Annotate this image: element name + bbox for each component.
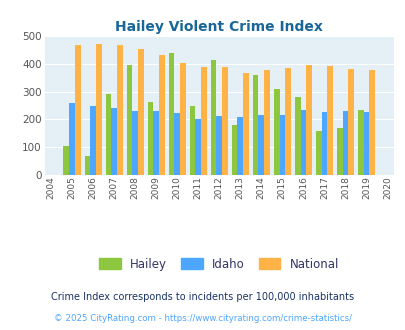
Bar xyxy=(231,125,237,175)
Bar xyxy=(222,67,227,175)
Bar xyxy=(258,115,264,175)
Bar xyxy=(75,45,80,175)
Bar xyxy=(326,66,332,175)
Legend: Hailey, Idaho, National: Hailey, Idaho, National xyxy=(94,253,343,275)
Bar xyxy=(189,106,195,175)
Bar xyxy=(357,110,363,175)
Bar xyxy=(147,102,153,175)
Bar xyxy=(210,60,216,175)
Bar xyxy=(179,63,185,175)
Bar xyxy=(279,115,284,175)
Bar xyxy=(195,119,200,175)
Bar xyxy=(273,89,279,175)
Bar xyxy=(342,111,347,175)
Bar xyxy=(252,75,258,175)
Bar xyxy=(153,111,159,175)
Bar xyxy=(126,65,132,175)
Bar xyxy=(237,117,243,175)
Bar xyxy=(159,55,164,175)
Bar xyxy=(105,94,111,175)
Bar xyxy=(96,44,101,175)
Text: © 2025 CityRating.com - https://www.cityrating.com/crime-statistics/: © 2025 CityRating.com - https://www.city… xyxy=(54,314,351,323)
Bar xyxy=(363,112,369,175)
Bar xyxy=(321,112,326,175)
Bar xyxy=(168,53,174,175)
Bar xyxy=(243,73,248,175)
Bar xyxy=(69,103,75,175)
Bar xyxy=(369,70,374,175)
Bar xyxy=(216,116,222,175)
Bar xyxy=(63,146,69,175)
Bar xyxy=(300,110,305,175)
Bar xyxy=(111,108,117,175)
Bar xyxy=(132,111,138,175)
Bar xyxy=(315,131,321,175)
Title: Hailey Violent Crime Index: Hailey Violent Crime Index xyxy=(115,20,322,34)
Bar xyxy=(284,68,290,175)
Text: Crime Index corresponds to incidents per 100,000 inhabitants: Crime Index corresponds to incidents per… xyxy=(51,292,354,302)
Bar xyxy=(347,69,353,175)
Bar xyxy=(336,128,342,175)
Bar xyxy=(264,70,269,175)
Bar xyxy=(294,97,300,175)
Bar xyxy=(117,46,122,175)
Bar xyxy=(305,65,311,175)
Bar xyxy=(90,106,96,175)
Bar xyxy=(84,156,90,175)
Bar xyxy=(138,49,143,175)
Bar xyxy=(200,67,206,175)
Bar xyxy=(174,113,179,175)
